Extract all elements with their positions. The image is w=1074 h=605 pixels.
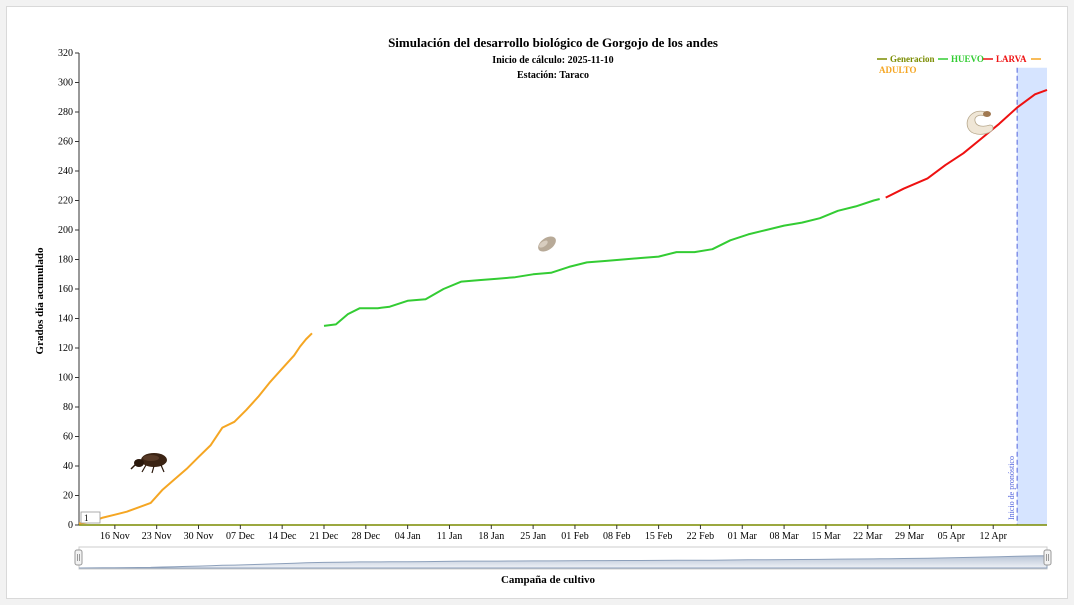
forecast-label: Inicio de pronóstico (1007, 456, 1016, 520)
y-tick-label: 180 (58, 255, 73, 266)
x-tick-label: 18 Jan (478, 531, 504, 542)
x-tick-label: 22 Feb (687, 531, 715, 542)
y-tick-label: 240 (58, 166, 73, 177)
x-tick-label: 16 Nov (100, 531, 130, 542)
larva-icon (967, 111, 993, 134)
legend-huevo[interactable]: HUEVO (951, 54, 984, 64)
y-tick-label: 80 (63, 402, 73, 413)
x-tick-label: 22 Mar (853, 531, 883, 542)
x-tick-label: 29 Mar (895, 531, 925, 542)
x-tick-label: 05 Apr (938, 531, 966, 542)
x-tick-label: 30 Nov (184, 531, 214, 542)
svg-text:1: 1 (84, 513, 89, 523)
x-axis: 16 Nov 23 Nov 30 Nov 07 Dec 14 Dec 21 Dec 28 D… (79, 525, 1047, 542)
y-tick-label: 200 (58, 225, 73, 236)
x-tick-label: 14 Dec (268, 531, 297, 542)
x-tick-label: 08 Mar (770, 531, 800, 542)
forecast-band (1017, 68, 1047, 525)
legend-adulto[interactable]: ADULTO (879, 65, 917, 75)
y-tick-label: 120 (58, 343, 73, 354)
x-tick-label: 15 Mar (811, 531, 841, 542)
y-tick-label: 280 (58, 107, 73, 118)
x-tick-label: 11 Jan (437, 531, 462, 542)
x-tick-label: 15 Feb (645, 531, 673, 542)
x-tick-label: 23 Nov (142, 531, 172, 542)
weevil-adult-icon (131, 453, 167, 473)
y-tick-label: 260 (58, 137, 73, 148)
x-tick-label: 12 Apr (979, 531, 1007, 542)
navigator-handle-left[interactable] (75, 550, 82, 565)
chart-subtitle-start: Inicio de cálculo: 2025-11-10 (492, 55, 613, 66)
x-axis-label: Campaña de cultivo (501, 574, 596, 586)
y-tick-label: 40 (63, 461, 73, 472)
chart-frame: Inicio de pronóstico 0 20 40 60 80 100 120 140 1… (6, 6, 1068, 599)
x-tick-label: 07 Dec (226, 531, 255, 542)
y-tick-label: 220 (58, 196, 73, 207)
chart-subtitle-station: Estación: Taraco (517, 70, 589, 81)
x-tick-label: 28 Dec (352, 531, 381, 542)
legend-larva[interactable]: LARVA (996, 54, 1027, 64)
x-tick-label: 25 Jan (520, 531, 546, 542)
y-tick-label: 160 (58, 284, 73, 295)
series-layer (79, 90, 1047, 524)
x-tick-label: 21 Dec (310, 531, 339, 542)
series-line-adulto[interactable] (79, 333, 312, 523)
y-tick-label: 300 (58, 78, 73, 89)
navigator[interactable] (75, 547, 1051, 569)
legend: Generacion HUEVO LARVA ADULTO (877, 54, 1041, 75)
x-tick-label: 08 Feb (603, 531, 631, 542)
egg-icon (535, 233, 558, 254)
x-tick-label: 04 Jan (395, 531, 421, 542)
y-axis: 0 20 40 60 80 100 120 140 160 180 200 220 240 260 280 3… (58, 48, 79, 531)
y-tick-label: 140 (58, 314, 73, 325)
y-axis-label: Grados día acumulado (34, 247, 46, 354)
y-tick-label: 20 (63, 491, 73, 502)
y-tick-label: 60 (63, 432, 73, 443)
y-tick-label: 0 (68, 520, 73, 531)
x-tick-label: 01 Mar (728, 531, 758, 542)
navigator-handle-right[interactable] (1044, 550, 1051, 565)
chart-title: Simulación del desarrollo biológico de G… (388, 35, 718, 50)
y-tick-label: 100 (58, 373, 73, 384)
legend-generacion[interactable]: Generacion (890, 54, 935, 64)
chart-svg: Inicio de pronóstico 0 20 40 60 80 100 120 140 1… (7, 7, 1069, 600)
generation-marker[interactable]: 1 (81, 512, 100, 523)
y-tick-label: 320 (58, 48, 73, 59)
x-tick-label: 01 Feb (561, 531, 589, 542)
series-line-huevo[interactable] (324, 199, 880, 326)
